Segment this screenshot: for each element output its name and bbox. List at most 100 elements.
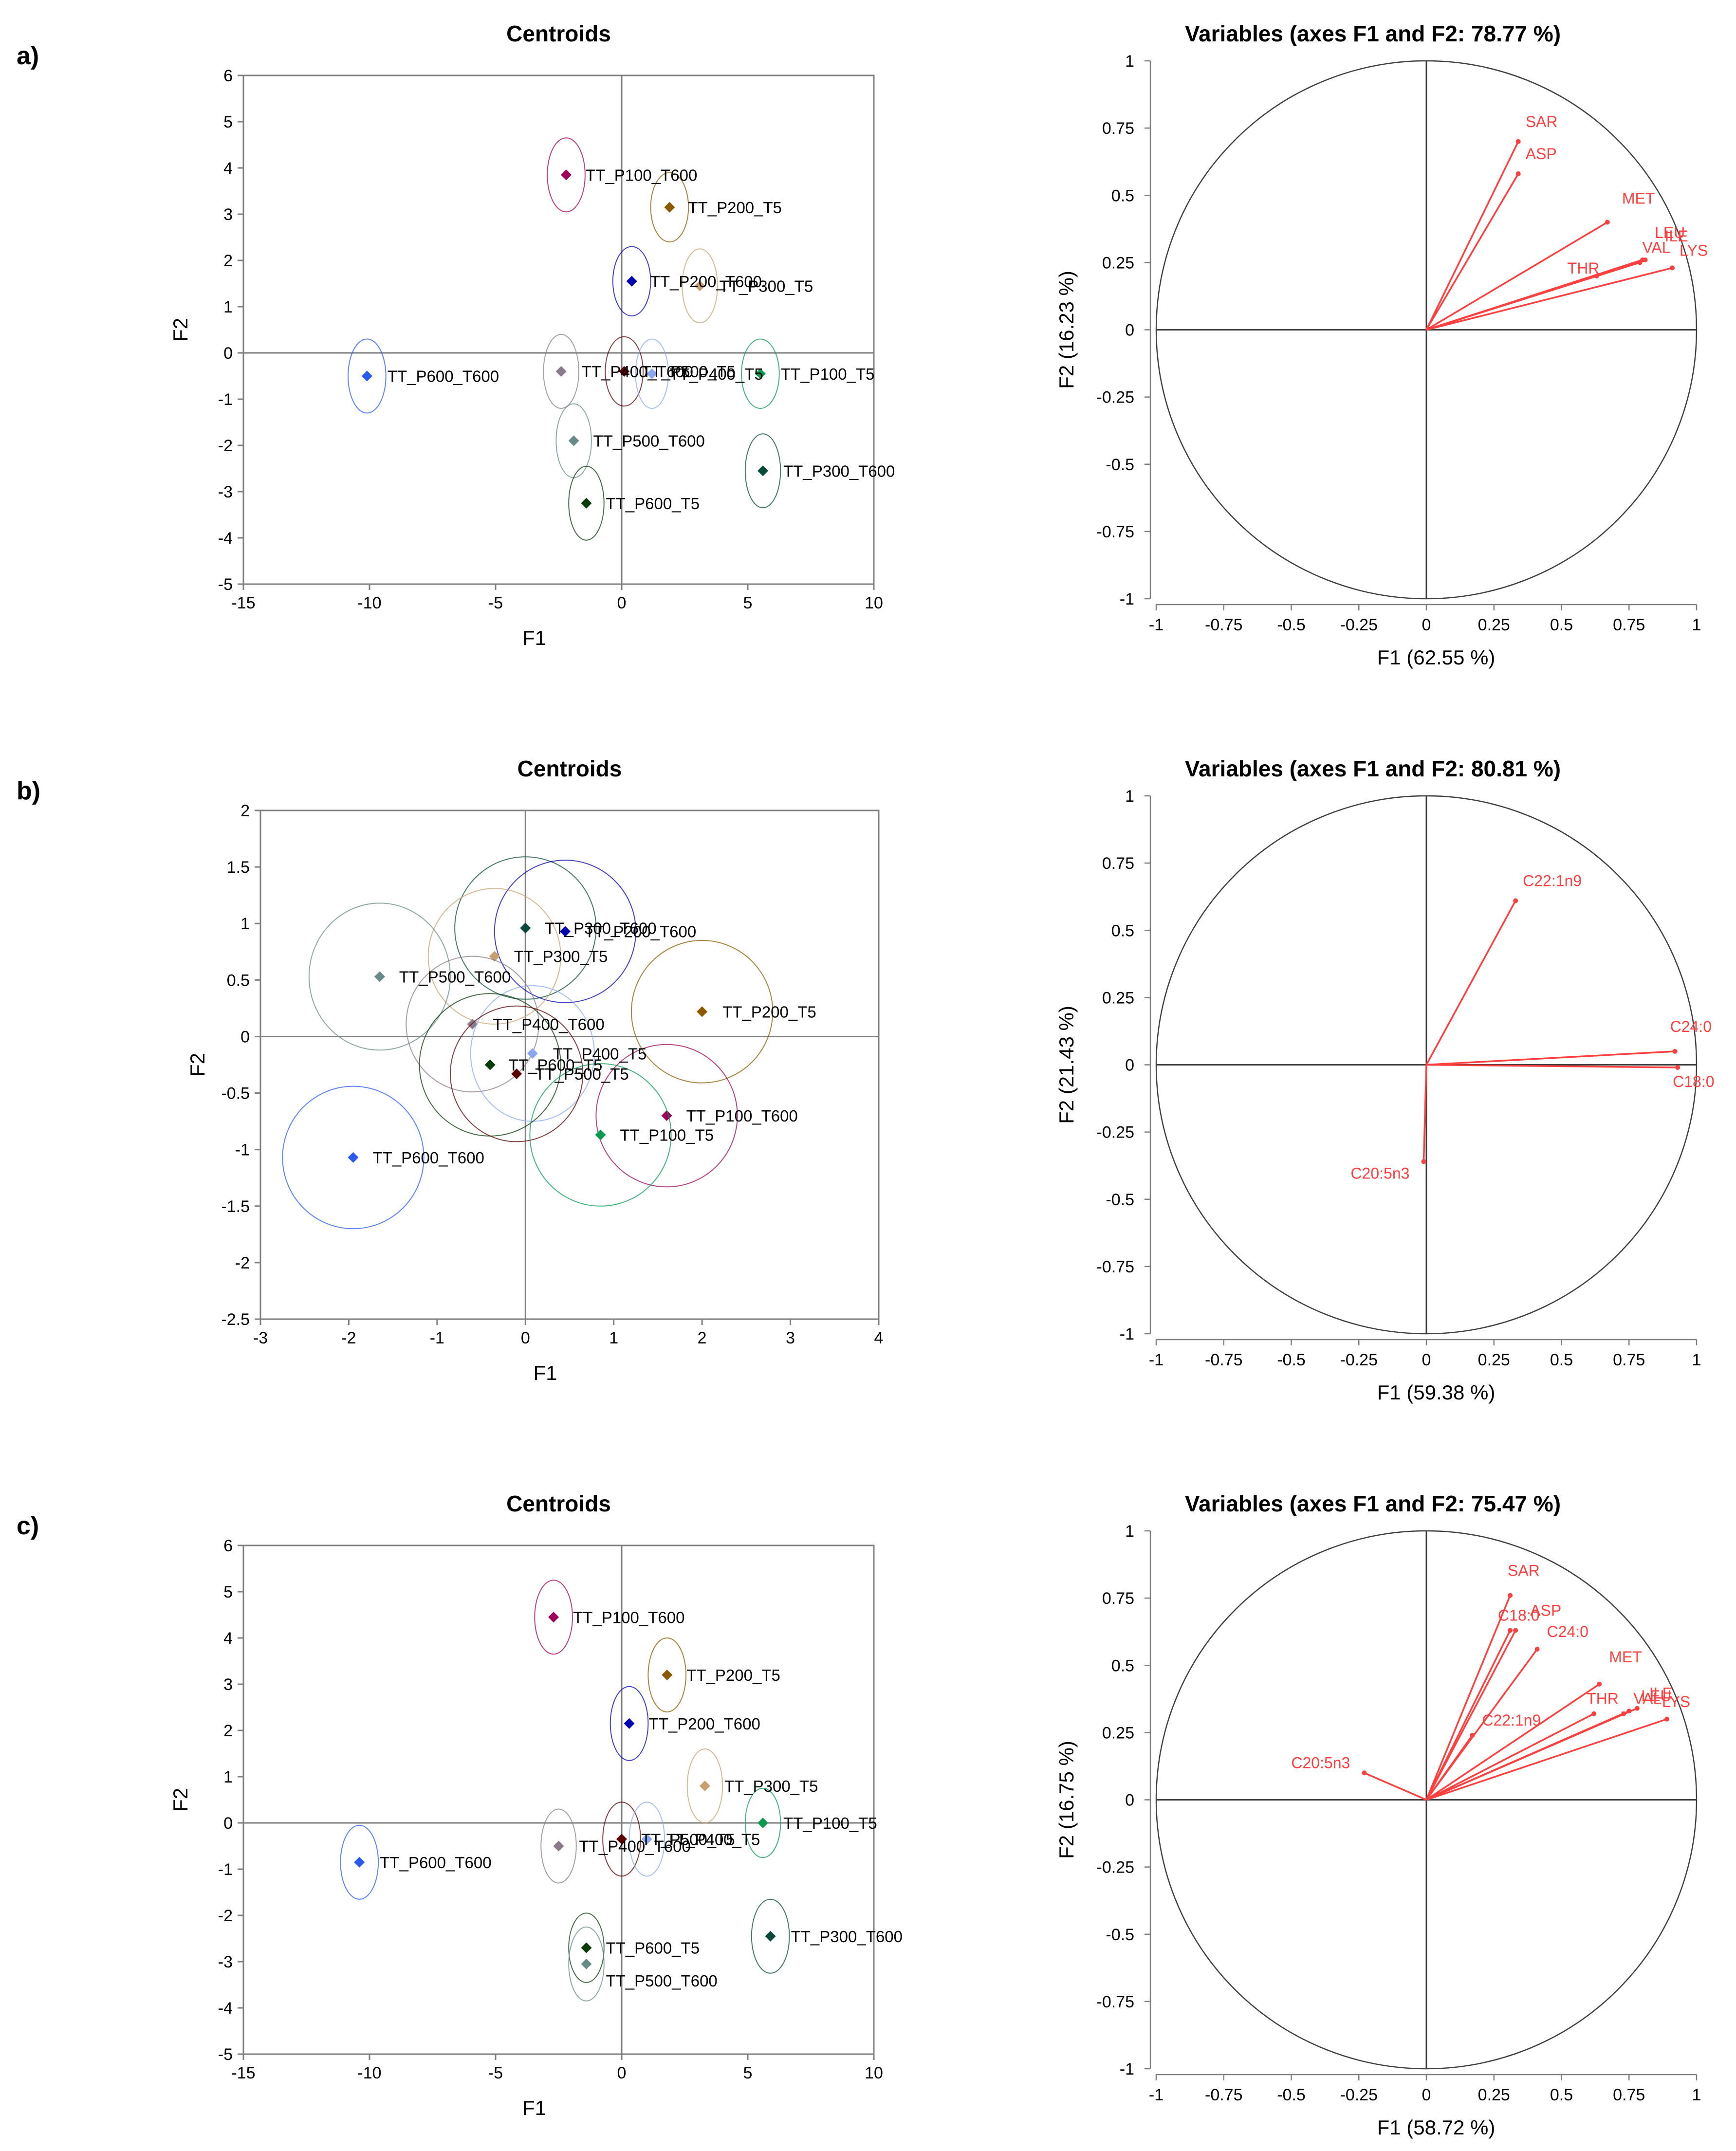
x-tick-label: 0.25 xyxy=(1478,1351,1510,1369)
y-tick-label: 5 xyxy=(223,1583,233,1601)
vector-label: C24:0 xyxy=(1547,1623,1588,1640)
vector-label: C18:0 xyxy=(1498,1606,1539,1624)
centroid-marker xyxy=(697,1006,708,1017)
x-tick-label: -15 xyxy=(231,2064,255,2082)
centroid-marker xyxy=(561,169,572,181)
centroid-marker xyxy=(641,1834,652,1845)
x-tick-label: -1 xyxy=(1149,1351,1163,1369)
y-tick-label: -0.25 xyxy=(1097,1858,1135,1877)
confidence-ellipse xyxy=(682,248,718,324)
centroid-marker xyxy=(484,1059,496,1070)
y-tick-label: 0 xyxy=(1125,1056,1134,1075)
vector-tip xyxy=(1534,1647,1540,1652)
x-tick-label: -0.25 xyxy=(1340,2086,1378,2104)
y-axis-title: F2 (16.23 %) xyxy=(1055,271,1078,389)
centroid-label: TT_P200_T5 xyxy=(686,1666,780,1684)
confidence-ellipse xyxy=(534,1580,573,1655)
vector-tip xyxy=(1515,139,1521,144)
x-tick-label: -0.75 xyxy=(1205,616,1243,634)
vector-label: ASP xyxy=(1530,1601,1561,1619)
vector-label: ILE xyxy=(1665,227,1688,245)
vector-tip xyxy=(1597,1681,1602,1687)
centroid-marker xyxy=(626,276,637,287)
x-tick-label: -1 xyxy=(430,1329,444,1347)
x-tick-label: 5 xyxy=(743,2064,753,2082)
vector-tip xyxy=(1362,1770,1367,1776)
x-tick-label: -1 xyxy=(1149,616,1163,634)
y-tick-label: -0.25 xyxy=(1097,388,1135,407)
vector-label: C20:5n3 xyxy=(1291,1754,1350,1771)
y-tick-label: 0.5 xyxy=(227,971,250,990)
centroid-label: TT_P600_T600 xyxy=(388,368,499,386)
centroid-label: TT_P300_T5 xyxy=(720,277,813,295)
y-tick-label: 1 xyxy=(223,298,233,316)
vector-tip xyxy=(1515,171,1521,177)
centroid-label: TT_P100_T5 xyxy=(783,1814,877,1832)
y-axis-title: F2 xyxy=(169,318,192,342)
confidence-ellipse xyxy=(602,1802,641,1877)
loading-vector xyxy=(1425,1734,1473,1801)
confidence-ellipse xyxy=(635,338,669,409)
vector-label: LYS xyxy=(1662,1693,1690,1710)
loading-vector xyxy=(1422,1065,1427,1162)
confidence-ellipse xyxy=(308,902,451,1051)
loading-vector xyxy=(1426,221,1608,331)
centroid-marker xyxy=(661,1110,672,1121)
centroid-marker xyxy=(559,926,571,937)
centroid-label: TT_P400_T600 xyxy=(493,1015,604,1033)
centroid-marker xyxy=(699,1781,710,1791)
x-tick-label: -5 xyxy=(488,594,503,612)
confidence-ellipse xyxy=(744,1787,781,1858)
y-tick-label: 0.75 xyxy=(1102,119,1134,138)
vector-tip xyxy=(1508,1628,1513,1633)
y-tick-label: 6 xyxy=(223,67,233,85)
centroid-marker xyxy=(616,1834,627,1845)
centroid-marker xyxy=(555,366,567,377)
confidence-ellipse xyxy=(631,940,774,1084)
x-tick-label: -10 xyxy=(357,2064,381,2082)
vector-tip xyxy=(1470,1732,1475,1738)
centroid-marker xyxy=(595,1129,606,1140)
vector-tip xyxy=(1513,1628,1518,1633)
x-tick-label: -10 xyxy=(357,594,381,612)
x-tick-label: -0.5 xyxy=(1277,616,1306,634)
vector-tip xyxy=(1637,260,1643,265)
confidence-ellipse xyxy=(529,1063,672,1207)
x-tick-label: 0.75 xyxy=(1613,1351,1645,1369)
centroid-label: TT_P500_T5 xyxy=(535,1065,629,1083)
centroid-marker xyxy=(646,368,658,379)
confidence-ellipse xyxy=(650,172,689,242)
y-tick-label: -4 xyxy=(218,1999,233,2018)
y-tick-label: 3 xyxy=(223,1675,233,1694)
vector-tip xyxy=(1605,220,1610,225)
y-tick-label: -0.75 xyxy=(1097,1258,1135,1276)
centroid-label: TT_P600_T5 xyxy=(606,1939,700,1957)
vector-tip xyxy=(1670,265,1675,271)
vector-label: SAR xyxy=(1526,113,1558,130)
charts-layer: Centroids-15 -10 -5 0 5 10-5-4-3-2-10123456F1… xyxy=(169,21,1715,2139)
x-tick-label: 3 xyxy=(786,1329,795,1347)
x-tick-label: -5 xyxy=(488,2064,503,2082)
vector-label: SAR xyxy=(1508,1562,1540,1580)
vector-label: LYS xyxy=(1680,241,1708,259)
centroid-label: TT_P200_T5 xyxy=(688,199,782,217)
vector-label: ASP xyxy=(1526,145,1557,163)
y-tick-label: 1.5 xyxy=(227,858,250,877)
centroids-chart-3: Centroids-15 -10 -5 0 5 10-5-4-3-2-10123456F1… xyxy=(169,1491,903,2119)
centroid-label: TT_P400_T5 xyxy=(669,365,763,383)
centroid-label: TT_P100_T5 xyxy=(781,365,875,383)
confidence-ellipse xyxy=(605,336,644,407)
confidence-ellipse xyxy=(647,1637,687,1712)
confidence-ellipse xyxy=(494,860,637,1003)
y-tick-label: -1 xyxy=(1120,2060,1134,2078)
chart-title: Centroids xyxy=(506,1491,611,1516)
centroid-label: TT_P300_T600 xyxy=(791,1928,903,1946)
centroid-label: TT_P300_T600 xyxy=(545,919,656,938)
centroid-marker xyxy=(624,1718,635,1729)
y-axis-title: F2 (16.75 %) xyxy=(1055,1741,1078,1859)
x-tick-label: -0.5 xyxy=(1277,2086,1306,2104)
chart-title: Centroids xyxy=(517,756,622,781)
y-tick-label: 0.25 xyxy=(1102,1724,1134,1742)
loading-vector xyxy=(1425,900,1516,1066)
